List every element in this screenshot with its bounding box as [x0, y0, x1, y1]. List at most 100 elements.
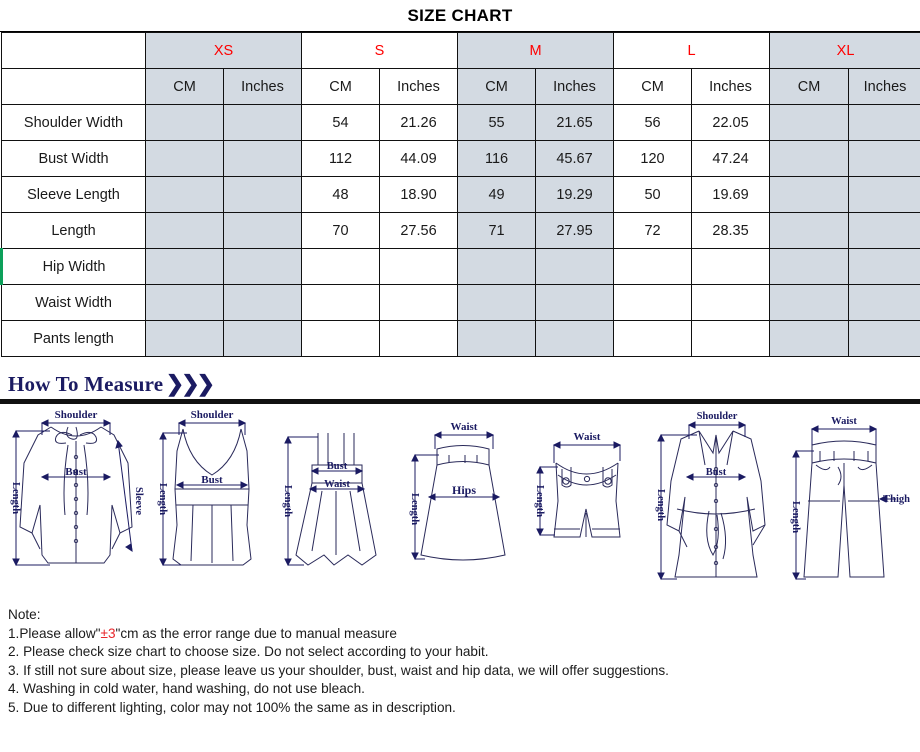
figure-dress-label-waist: Waist [324, 479, 350, 490]
row-label-pants-length[interactable]: Pants length [1, 320, 146, 357]
note-1-tolerance: ±3 [100, 625, 116, 641]
measure-cell[interactable] [223, 140, 302, 177]
measure-cell[interactable] [613, 248, 693, 285]
measure-cell[interactable] [769, 176, 850, 213]
measure-cell[interactable] [535, 284, 615, 321]
table-size-header-row: XS S M L XL [1, 32, 920, 69]
measure-cell[interactable] [457, 284, 537, 321]
size-group-header-xl: XL [769, 32, 920, 69]
measure-cell[interactable] [378, 284, 459, 321]
note-1-pre: 1.Please allow" [8, 625, 101, 641]
figure-blouse-label-bust: Bust [65, 466, 87, 478]
table-unit-corner-cell [1, 68, 146, 105]
row-label-waist-width[interactable]: Waist Width [1, 284, 146, 321]
table-row: Pants length [1, 320, 920, 357]
measure-cell[interactable]: 21.26 [378, 104, 459, 141]
measure-cell[interactable] [223, 284, 302, 321]
measure-cell[interactable] [301, 284, 380, 321]
measure-cell[interactable] [691, 320, 771, 357]
measure-cell[interactable] [848, 284, 920, 321]
figure-pants-label-thigh: Thigh [883, 494, 910, 505]
notes-block: Note: 1.Please allow"±3"cm as the error … [0, 600, 920, 718]
measure-cell[interactable] [613, 284, 693, 321]
measure-cell[interactable]: 72 [613, 212, 693, 249]
measure-cell[interactable]: 45.67 [535, 140, 615, 177]
unit-header-xs-inches: Inches [223, 68, 302, 105]
measure-cell[interactable]: 112 [301, 140, 380, 177]
figure-coat-label-bust: Bust [706, 467, 727, 478]
measure-cell[interactable]: 22.05 [691, 104, 771, 141]
row-label-length[interactable]: Length [1, 212, 146, 249]
measure-cell[interactable]: 48 [301, 176, 380, 213]
measure-cell[interactable] [848, 248, 920, 285]
measure-cell[interactable]: 120 [613, 140, 693, 177]
measure-cell[interactable]: 28.35 [691, 212, 771, 249]
measure-cell[interactable] [613, 320, 693, 357]
row-label-shoulder-width[interactable]: Shoulder Width [1, 104, 146, 141]
measure-cell[interactable] [769, 284, 850, 321]
measure-cell[interactable] [535, 248, 615, 285]
measure-cell[interactable]: 116 [457, 140, 537, 177]
measure-cell[interactable]: 71 [457, 212, 537, 249]
measure-cell[interactable] [145, 104, 224, 141]
measure-cell[interactable] [223, 212, 302, 249]
measure-cell[interactable]: 70 [301, 212, 380, 249]
measure-cell[interactable]: 49 [457, 176, 537, 213]
measure-cell[interactable] [223, 320, 302, 357]
measure-cell[interactable] [848, 212, 920, 249]
measure-cell[interactable]: 55 [457, 104, 537, 141]
measure-cell[interactable] [301, 320, 380, 357]
measure-cell[interactable]: 47.24 [691, 140, 771, 177]
measure-cell[interactable] [691, 248, 771, 285]
measure-cell[interactable] [301, 248, 380, 285]
measure-cell[interactable] [769, 140, 850, 177]
measure-cell[interactable] [769, 212, 850, 249]
measure-cell[interactable] [848, 176, 920, 213]
size-group-header-l: L [613, 32, 771, 69]
measure-cell[interactable] [769, 320, 850, 357]
measure-cell[interactable]: 18.90 [378, 176, 459, 213]
measure-cell[interactable] [145, 212, 224, 249]
measure-cell[interactable] [145, 140, 224, 177]
measure-cell[interactable]: 54 [301, 104, 380, 141]
measure-cell[interactable] [769, 104, 850, 141]
note-line-2: 2. Please check size chart to choose siz… [8, 644, 489, 660]
row-label-sleeve-length[interactable]: Sleeve Length [1, 176, 146, 213]
unit-header-m-cm: CM [457, 68, 537, 105]
measure-cell[interactable] [378, 248, 459, 285]
measure-cell[interactable] [145, 284, 224, 321]
measure-cell[interactable] [769, 248, 850, 285]
unit-header-l-cm: CM [613, 68, 693, 105]
measure-cell[interactable]: 27.56 [378, 212, 459, 249]
measure-cell[interactable] [145, 176, 224, 213]
measure-cell[interactable] [848, 104, 920, 141]
row-label-bust-width[interactable]: Bust Width [1, 140, 146, 177]
measure-cell[interactable] [535, 320, 615, 357]
measure-cell[interactable]: 19.69 [691, 176, 771, 213]
measure-cell[interactable]: 56 [613, 104, 693, 141]
unit-header-l-inches: Inches [691, 68, 771, 105]
measure-cell[interactable] [223, 176, 302, 213]
table-row: Shoulder Width 54 21.26 55 21.65 56 22.05 [1, 104, 920, 141]
figure-pants-label-waist: Waist [831, 416, 857, 427]
measure-cell[interactable] [223, 104, 302, 141]
measure-cell[interactable] [457, 248, 537, 285]
measure-cell[interactable] [223, 248, 302, 285]
figure-tank-label-shoulder: Shoulder [191, 409, 234, 421]
measure-cell[interactable]: 50 [613, 176, 693, 213]
measure-cell[interactable] [457, 320, 537, 357]
measure-cell[interactable]: 19.29 [535, 176, 615, 213]
measure-cell[interactable]: 27.95 [535, 212, 615, 249]
measure-cell[interactable] [145, 320, 224, 357]
row-label-hip-width[interactable]: Hip Width [0, 248, 146, 285]
measure-cell[interactable]: 44.09 [378, 140, 459, 177]
measure-cell[interactable] [691, 284, 771, 321]
unit-header-xs-cm: CM [145, 68, 224, 105]
note-line-4: 4. Washing in cold water, hand washing, … [8, 681, 365, 697]
measure-cell[interactable] [848, 320, 920, 357]
size-group-header-m: M [457, 32, 615, 69]
measure-cell[interactable] [378, 320, 459, 357]
measure-cell[interactable] [145, 248, 224, 285]
measure-cell[interactable] [848, 140, 920, 177]
measure-cell[interactable]: 21.65 [535, 104, 615, 141]
